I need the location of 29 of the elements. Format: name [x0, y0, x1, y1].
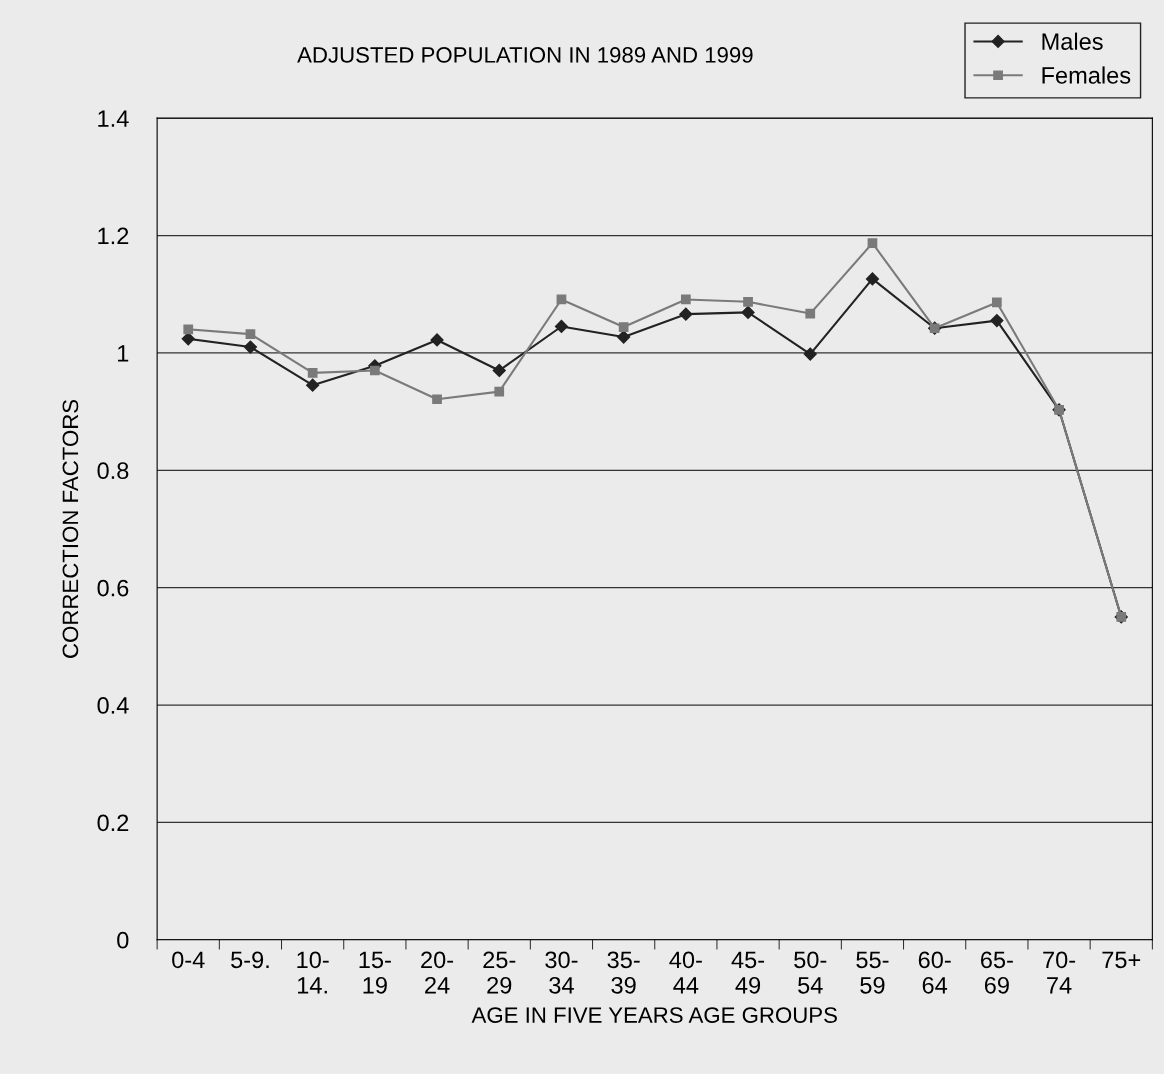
chart-title: ADJUSTED POPULATION IN 1989 AND 1999 [297, 47, 753, 63]
x-tick-label: 25- 29 [483, 951, 516, 994]
x-tick-label: 45- 49 [731, 951, 765, 994]
x-tick-label: 40- 44 [669, 951, 702, 994]
legend-label: Males [1042, 32, 1103, 50]
y-tick-label: 0.8 [97, 462, 129, 480]
x-tick-label: 75+ [1102, 951, 1141, 969]
x-tick-label: 5-9. [231, 951, 269, 969]
x-tick-label: 70- 74 [1043, 951, 1076, 994]
x-tick-label: 50- 54 [794, 951, 827, 994]
y-tick-label: 1 [118, 345, 129, 362]
x-tick-label: 30- 34 [545, 951, 578, 994]
x-tick-label: 0-4 [172, 951, 205, 969]
y-tick-label: 0.2 [97, 814, 129, 832]
x-tick-label: 65- 69 [980, 951, 1013, 994]
y-tick-label: 1.4 [98, 110, 129, 127]
y-tick-label: 0.6 [97, 579, 129, 597]
x-tick-label: 15- 19 [359, 951, 391, 994]
x-tick-label: 60- 64 [918, 951, 951, 994]
x-tick-label: 20- 24 [421, 951, 454, 994]
y-tick-label: 0 [117, 931, 129, 949]
y-tick-label: 0.4 [97, 697, 129, 714]
legend-label: Females [1042, 66, 1131, 84]
y-axis-title: CORRECTION FACTORS [62, 399, 79, 658]
x-tick-label: 10- 14. [297, 951, 329, 994]
x-axis-title: AGE IN FIVE YEARS AGE GROUPS [471, 1007, 837, 1023]
y-tick-label: 1.2 [98, 227, 129, 245]
x-tick-label: 35- 39 [607, 951, 640, 994]
x-tick-label: 55- 59 [856, 951, 889, 994]
